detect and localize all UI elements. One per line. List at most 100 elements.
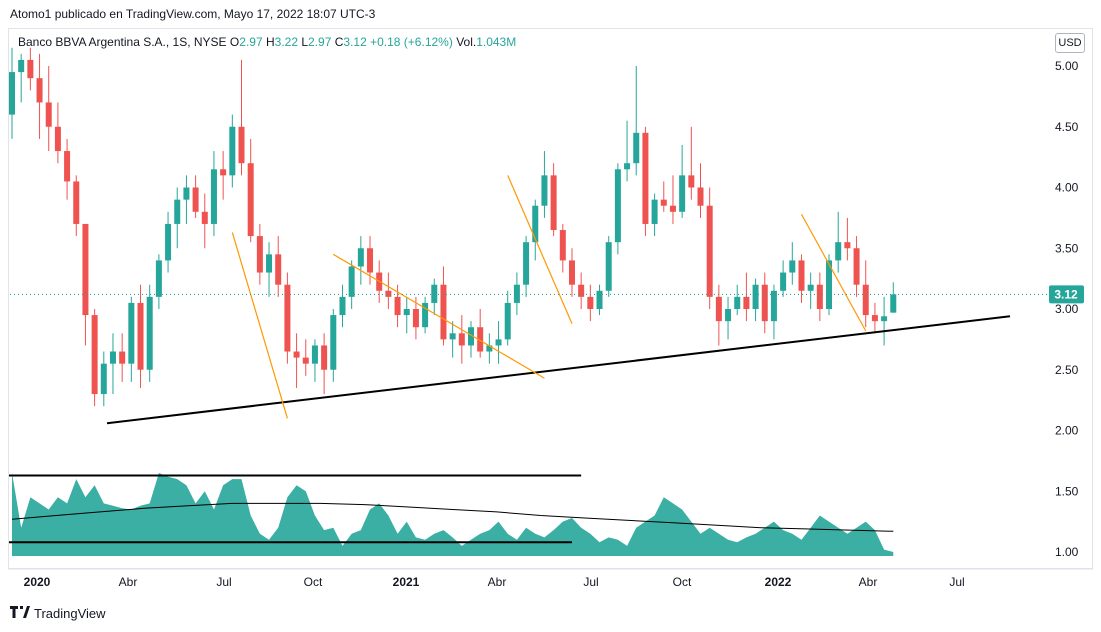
footer-brand[interactable]: TradingView [10, 605, 106, 621]
candle-body [229, 126, 236, 176]
y-tick-label: 4.00 [1055, 181, 1079, 195]
legend-open-label: O [229, 35, 240, 49]
x-tick-label: 2020 [24, 575, 51, 589]
last-price-label: 3.12 [1054, 287, 1078, 301]
candle-body [449, 333, 456, 340]
candle-body [284, 284, 291, 352]
candle-body [624, 163, 631, 170]
candle-body [18, 59, 25, 73]
candle-body [651, 199, 658, 224]
footer-brand-text: TradingView [34, 605, 106, 621]
y-tick-label: 2.00 [1055, 424, 1079, 438]
candle-body [725, 309, 732, 322]
candle-body [9, 72, 15, 115]
candle-body [568, 260, 575, 285]
candle-body [743, 296, 750, 309]
candle-body [431, 284, 438, 303]
candle-body [220, 169, 227, 176]
candle-body [761, 284, 768, 322]
candle-body [541, 175, 548, 206]
candle-body [495, 339, 502, 346]
y-tick-label: 1.50 [1055, 484, 1079, 498]
x-tick-label: Abr [859, 575, 878, 589]
candle-body [183, 187, 190, 200]
candle-body [881, 316, 888, 322]
candle-body [394, 296, 401, 316]
candle-body [91, 315, 98, 395]
candle-body [715, 296, 722, 322]
x-tick-label: Jul [216, 575, 231, 589]
candle-body [853, 248, 860, 285]
candle-body [504, 302, 511, 340]
candle-body [642, 132, 649, 224]
candle-body [256, 236, 263, 273]
candle-body [165, 223, 172, 261]
candle-body [633, 132, 640, 164]
candle-body [862, 284, 869, 316]
candle-body [468, 327, 474, 346]
candle-body [835, 242, 842, 261]
legend-change: +0.18 (+6.12%) [370, 35, 453, 49]
candle-body [321, 345, 328, 370]
tradingview-logo-icon [10, 605, 30, 621]
legend-close-value: 3.12 [343, 35, 367, 49]
candle-body [238, 126, 245, 164]
candle-body [578, 284, 585, 297]
resistance-trendline [507, 175, 573, 324]
candle-body [816, 284, 823, 309]
candle-body [532, 205, 539, 243]
volume-area [12, 473, 894, 556]
candle-body [201, 211, 208, 224]
candle-body [807, 284, 814, 291]
candle-body [614, 169, 621, 243]
candle-body [706, 205, 713, 297]
candle-body [293, 351, 300, 358]
candle-body [486, 345, 493, 352]
candle-body [27, 59, 34, 79]
candle-body [128, 302, 135, 364]
x-tick-label: 2022 [765, 575, 792, 589]
candle-body [596, 290, 603, 309]
y-tick-label: 5.00 [1055, 59, 1079, 73]
candle-body [247, 163, 254, 237]
x-tick-label: 2021 [393, 575, 420, 589]
candle-body [660, 199, 667, 206]
resistance-trendline [332, 253, 545, 379]
candle-body [513, 284, 520, 303]
x-tick-label: Jul [583, 575, 598, 589]
candle-body [311, 345, 318, 364]
candle-body [266, 254, 273, 273]
candle-body [357, 248, 364, 267]
support-trendline [106, 315, 1011, 425]
last-price-badge [1049, 285, 1084, 304]
y-tick-label: 2.50 [1055, 363, 1079, 377]
legend-volume-value: 1.043M [476, 35, 517, 49]
legend-symbol: Banco BBVA Argentina S.A., 1S, NYSE [18, 35, 227, 49]
candle-body [587, 296, 594, 309]
legend-high-value: 3.22 [274, 35, 298, 49]
candle-body [403, 309, 410, 316]
candle-body [339, 296, 346, 316]
candle-body [550, 175, 557, 231]
candle-body [100, 363, 107, 395]
x-tick-label: Abr [119, 575, 138, 589]
y-tick-label: 3.00 [1055, 302, 1079, 316]
x-tick-label: Abr [488, 575, 507, 589]
candle-body [789, 260, 796, 273]
candle-body [54, 126, 61, 152]
candle-body [688, 175, 695, 188]
volume-ma-line [11, 502, 894, 532]
candle-body [605, 242, 612, 291]
candle-body [890, 294, 897, 313]
candle-body [422, 302, 429, 328]
legend-volume-label: Vol. [456, 35, 477, 49]
currency-button[interactable]: USD [1055, 33, 1085, 53]
candle-body [440, 284, 447, 340]
candle-body [871, 315, 878, 322]
candle-body [73, 181, 80, 224]
candle-body [302, 357, 309, 364]
candle-body [109, 351, 116, 364]
candle-body [523, 242, 530, 285]
y-tick-label: 3.50 [1055, 241, 1079, 255]
